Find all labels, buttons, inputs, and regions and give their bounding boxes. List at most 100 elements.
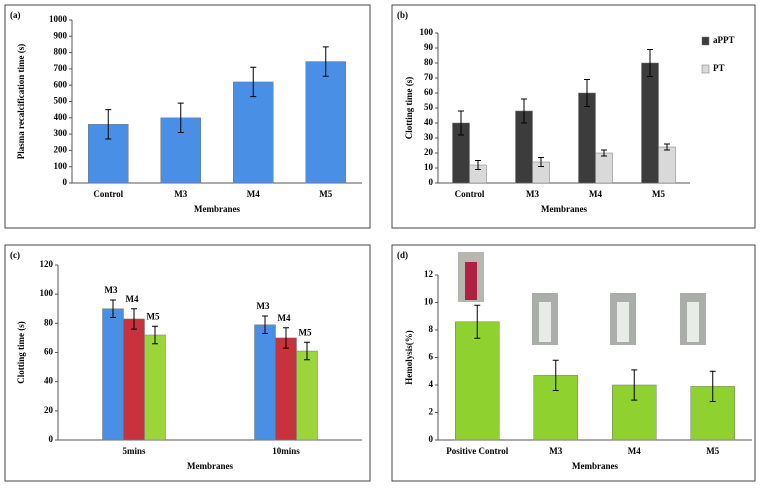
error-bar — [131, 308, 137, 330]
y-tick-label: 400 — [54, 112, 68, 122]
error-bar — [152, 325, 158, 345]
y-tick-label: 50 — [424, 102, 434, 112]
error-bar — [521, 98, 527, 124]
x-tick-label: M5 — [706, 446, 719, 456]
tube-photo — [465, 262, 477, 300]
bar — [254, 324, 276, 441]
error-bar — [584, 79, 590, 107]
y-tick-label: 800 — [54, 47, 68, 57]
y-tick-label: 900 — [54, 30, 68, 40]
data-label: M4 — [126, 294, 139, 304]
x-axis-label: Membranes — [541, 204, 587, 214]
y-tick-label: 100 — [40, 288, 54, 298]
x-tick-label: Control — [455, 189, 485, 199]
bar — [102, 308, 124, 441]
bar — [641, 62, 659, 184]
x-tick-label: M3 — [174, 189, 187, 199]
y-tick-label: 1000 — [49, 14, 68, 24]
error-bar — [304, 341, 310, 361]
y-axis-label: Hemolysis(%) — [404, 330, 414, 385]
y-tick-label: 70 — [424, 72, 434, 82]
y-axis-label: Clotting time (s) — [16, 321, 26, 384]
y-tick-label: 10 — [424, 162, 434, 172]
tube-images — [458, 252, 706, 345]
error-bar — [631, 369, 638, 401]
error-bar — [458, 110, 464, 136]
y-tick-label: 8 — [429, 324, 434, 334]
x-tick-label: 10mins — [272, 446, 300, 456]
bar — [455, 321, 500, 441]
y-tick-label: 4 — [429, 379, 434, 389]
y-tick-label: 30 — [424, 132, 434, 142]
bar — [296, 350, 318, 441]
y-tick-label: 200 — [54, 144, 68, 154]
x-tick-label: M5 — [319, 189, 332, 199]
bar — [595, 152, 613, 184]
legend-label: PT — [713, 63, 725, 73]
error-bar — [601, 149, 607, 157]
y-axis-label: Plasma recalcification time (s) — [16, 44, 26, 160]
y-tick-label: 60 — [44, 347, 54, 357]
legend-label: aPPT — [713, 35, 735, 45]
data-label: M4 — [278, 313, 291, 323]
data-label: M5 — [299, 327, 312, 337]
error-bar — [250, 66, 257, 98]
panel-label: (b) — [397, 10, 408, 20]
bar — [658, 146, 676, 184]
data-label: M3 — [257, 301, 270, 311]
panel-d — [391, 244, 756, 482]
y-tick-label: 300 — [54, 128, 68, 138]
y-tick-label: 12 — [424, 269, 434, 279]
tube-photo — [617, 302, 629, 342]
y-tick-label: 2 — [429, 407, 434, 417]
x-tick-label: Control — [93, 189, 123, 199]
y-tick-label: 40 — [44, 376, 54, 386]
y-tick-label: 80 — [44, 317, 54, 327]
y-tick-label: 0 — [63, 177, 68, 187]
y-tick-label: 20 — [424, 147, 434, 157]
y-tick-label: 0 — [429, 177, 434, 187]
error-bar — [105, 109, 112, 140]
y-tick-label: 60 — [424, 87, 434, 97]
bar — [233, 81, 274, 184]
bar — [123, 318, 145, 441]
error-bar — [709, 370, 716, 402]
x-axis-label: Membranes — [572, 461, 618, 471]
tube-photo — [539, 302, 551, 342]
panel-label: (d) — [397, 250, 408, 260]
y-tick-label: 90 — [424, 42, 434, 52]
y-tick-label: 700 — [54, 63, 68, 73]
x-axis-label: Membranes — [187, 461, 233, 471]
x-axis-label: Membranes — [194, 204, 240, 214]
error-bar — [474, 304, 481, 339]
y-axis-label: Clotting time (s) — [404, 77, 414, 140]
panel-b — [391, 4, 756, 229]
y-tick-label: 40 — [424, 117, 434, 127]
error-bar — [552, 359, 559, 391]
x-tick-label: M4 — [628, 446, 641, 456]
y-tick-label: 0 — [429, 434, 434, 444]
x-tick-label: 5mins — [122, 446, 146, 456]
panel-label: (c) — [10, 250, 20, 260]
panel-label: (a) — [10, 10, 21, 20]
y-tick-label: 100 — [54, 161, 68, 171]
error-bar — [177, 102, 184, 133]
legend-swatch — [701, 36, 710, 46]
error-bar — [475, 160, 481, 170]
y-tick-label: 600 — [54, 79, 68, 89]
x-tick-label: M4 — [247, 189, 260, 199]
y-tick-label: 0 — [49, 434, 54, 444]
error-bar — [538, 157, 544, 167]
legend-swatch — [701, 64, 710, 74]
bar — [275, 337, 297, 441]
y-tick-label: 500 — [54, 96, 68, 106]
error-bar — [664, 143, 670, 151]
error-bar — [283, 327, 289, 349]
x-tick-label: M3 — [526, 189, 539, 199]
y-tick-label: 100 — [420, 27, 434, 37]
error-bar — [262, 315, 268, 335]
y-tick-label: 120 — [40, 259, 54, 269]
x-tick-label: M4 — [589, 189, 602, 199]
error-bar — [322, 46, 329, 77]
